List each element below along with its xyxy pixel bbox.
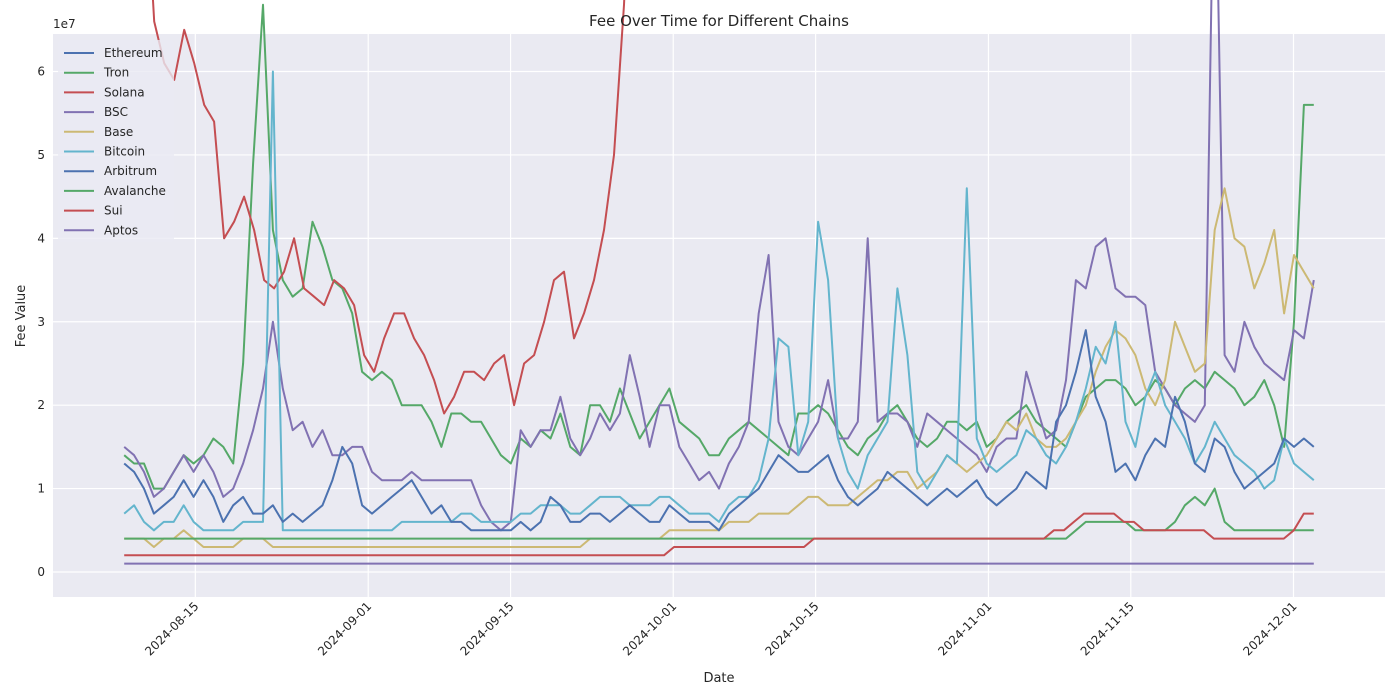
- legend-label: Aptos: [104, 223, 138, 237]
- y-tick-label: 0: [37, 565, 45, 579]
- chart-title: Fee Over Time for Different Chains: [589, 12, 849, 30]
- x-tick-label: 2024-09-15: [457, 599, 516, 658]
- y-axis-label: Fee Value: [14, 285, 29, 348]
- legend-label: BSC: [104, 105, 128, 119]
- x-tick-labels: 2024-08-15 2024-09-01 2024-09-15 2024-10-01…: [142, 599, 1299, 658]
- series-line-tron: [123, 3, 1314, 490]
- x-tick-label: 2024-11-15: [1078, 599, 1137, 658]
- series-line-bitcoin: [123, 70, 1315, 532]
- x-tick-label: 2024-09-01: [315, 599, 374, 658]
- y-tick-label: 5: [37, 148, 45, 162]
- legend-label: Avalanche: [104, 184, 166, 198]
- legend-label: Arbitrum: [104, 164, 157, 178]
- y-tick-label: 1: [37, 482, 45, 496]
- legend-label: Sui: [104, 204, 123, 218]
- legend-label: Bitcoin: [104, 145, 145, 159]
- x-tick-label: 2024-10-15: [762, 599, 821, 658]
- x-axis-label: Date: [703, 671, 734, 686]
- y-tick-label: 2: [37, 398, 45, 412]
- legend-label: Solana: [104, 85, 145, 99]
- x-tick-label: 2024-10-01: [620, 599, 679, 658]
- series-line-arbitrum: [123, 329, 1315, 532]
- legend-label: Ethereum: [104, 46, 163, 60]
- y-tick-label: 6: [37, 65, 45, 79]
- legend-label: Tron: [103, 66, 129, 80]
- y-tick-label: 3: [37, 315, 45, 329]
- series-line-sui: [124, 512, 1314, 557]
- series-lines: [123, 0, 1315, 565]
- series-line-solana: [151, 0, 626, 415]
- x-tick-label: 2024-08-15: [142, 599, 201, 658]
- x-tick-label: 2024-12-01: [1240, 599, 1299, 658]
- series-line-bsc: [123, 0, 1315, 532]
- y-tick-label: 4: [37, 231, 45, 245]
- legend-entries: Ethereum Tron Solana BSC Base Bitcoin Arbitrum…: [64, 46, 166, 237]
- series-line-avalanche: [124, 487, 1314, 540]
- legend: Ethereum Tron Solana BSC Base Bitcoin Arbitrum…: [58, 40, 174, 242]
- legend-label: Base: [104, 125, 133, 139]
- y-axis-multiplier: 1e7: [53, 17, 76, 31]
- y-tick-labels: 0 1 2 3 4 5 6: [37, 65, 45, 579]
- x-tick-label: 2024-11-01: [935, 599, 994, 658]
